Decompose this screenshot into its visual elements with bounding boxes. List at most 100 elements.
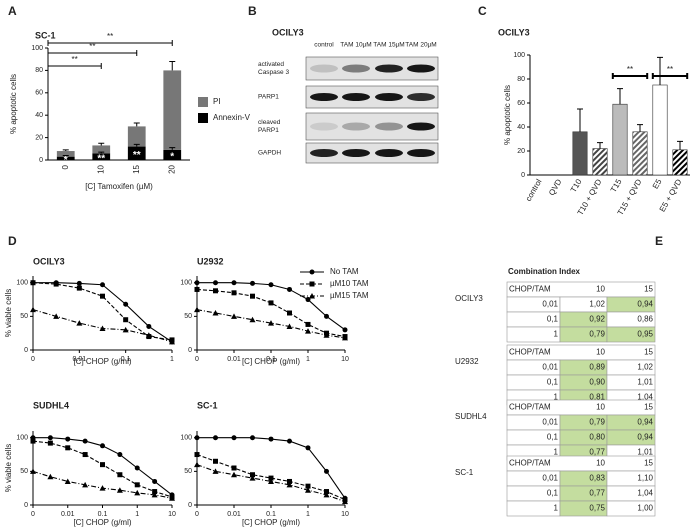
table-cell-value: 0,80 (589, 433, 605, 442)
data-point (213, 280, 218, 286)
data-point (250, 280, 255, 286)
blot-strip (305, 85, 439, 109)
data-point (82, 438, 88, 444)
data-point (286, 481, 293, 488)
data-point (134, 465, 140, 471)
blot-band (310, 122, 338, 131)
x-tick-label: 0.01 (61, 511, 75, 518)
data-point (100, 462, 105, 468)
data-point (122, 326, 129, 333)
blot-band (342, 122, 370, 131)
x-axis-label: [C] CHOP (g/ml) (73, 357, 131, 366)
x-tick-label: T10 (569, 177, 584, 194)
x-tick-label: 10 (168, 511, 176, 518)
data-point (194, 435, 200, 441)
data-point (194, 461, 200, 468)
blot-band (342, 149, 370, 157)
blot-band (310, 64, 338, 73)
blot-row-label: PARP1 (258, 94, 279, 101)
x-tick-label: E5 (651, 177, 664, 190)
table-cell-value: 1,02 (637, 363, 653, 372)
y-tick-label: 100 (180, 435, 192, 442)
data-point (30, 280, 36, 286)
error-bar (637, 124, 643, 132)
data-point (323, 332, 330, 338)
blot-title: OCILY3 (272, 27, 304, 37)
table-cell-value: 1,02 (589, 300, 605, 309)
data-point (194, 286, 200, 292)
table-cell-value: 0,81 (589, 393, 605, 402)
error-bar (577, 108, 583, 132)
data-point (268, 475, 274, 481)
x-tick-label: 1 (306, 356, 310, 363)
data-point (250, 293, 255, 299)
table-cell-value: 0,92 (589, 315, 605, 324)
table-cell-value: 0,94 (637, 300, 653, 309)
series-line (32, 470, 173, 499)
table-header: 10 (596, 285, 605, 294)
bar-label: ** (97, 153, 105, 164)
blot-strip (305, 56, 439, 81)
x-tick-label: 0.1 (266, 356, 276, 363)
significance-bracket (47, 50, 138, 56)
y-tick-label: 50 (20, 313, 28, 320)
data-point (47, 440, 53, 446)
bar-segment (56, 156, 75, 160)
blot-band (375, 93, 403, 101)
data-point (231, 471, 237, 478)
table-header: 15 (644, 348, 653, 357)
data-point (231, 435, 237, 441)
blot-band (375, 64, 403, 73)
data-point (268, 320, 274, 326)
table-row-label: 0,01 (542, 363, 558, 372)
x-tick-label: 0.01 (73, 356, 87, 363)
x-tick-label: 0 (195, 356, 199, 363)
data-point (286, 323, 293, 329)
x-tick-label: control (524, 177, 544, 202)
bar-segment (56, 151, 75, 157)
table-cell-value: 1,00 (637, 504, 653, 513)
error-bar (597, 142, 603, 149)
significance-label: ** (72, 55, 78, 64)
data-point (231, 280, 237, 286)
bar-label: * (64, 155, 68, 166)
data-point (213, 435, 218, 441)
y-tick-label: 0 (24, 347, 28, 354)
bar (592, 148, 608, 176)
blot-strip (305, 142, 439, 164)
blot-band (407, 122, 435, 131)
x-tick-label: 15 (132, 164, 141, 173)
y-tick-label: 100 (31, 45, 43, 52)
bar-segment (127, 146, 146, 160)
bar-segment (163, 70, 182, 150)
table-header: CHOP/TAM (509, 348, 551, 357)
table-row-name: U2932 (455, 357, 479, 366)
series-line (33, 282, 173, 343)
significance-bracket (47, 40, 173, 46)
data-point (99, 485, 106, 491)
table-row-name: OCILY3 (455, 294, 483, 303)
data-point (268, 282, 274, 288)
y-tick-label: 0 (188, 502, 192, 509)
data-point (30, 438, 36, 444)
data-point (145, 332, 152, 338)
error-bar (169, 60, 176, 71)
data-point (324, 489, 329, 495)
table-label-cell (506, 500, 561, 517)
table-cell-value: 1,01 (637, 378, 653, 387)
data-point (152, 489, 158, 495)
error-bar (98, 142, 105, 146)
table-header: 15 (644, 403, 653, 412)
blot-band (407, 93, 435, 101)
error-bar (98, 151, 105, 154)
data-point (134, 482, 140, 488)
table-cell-value: 1,04 (637, 489, 653, 498)
x-tick-label: 20 (167, 164, 176, 173)
y-tick-label: 100 (16, 280, 28, 287)
x-tick-label: 0.01 (227, 511, 241, 518)
data-point (100, 282, 105, 288)
error-bar (169, 147, 176, 150)
table-row-label: 1 (554, 330, 559, 339)
table-cell-value: 0,95 (637, 330, 653, 339)
chart-title: OCILY3 (498, 27, 530, 37)
